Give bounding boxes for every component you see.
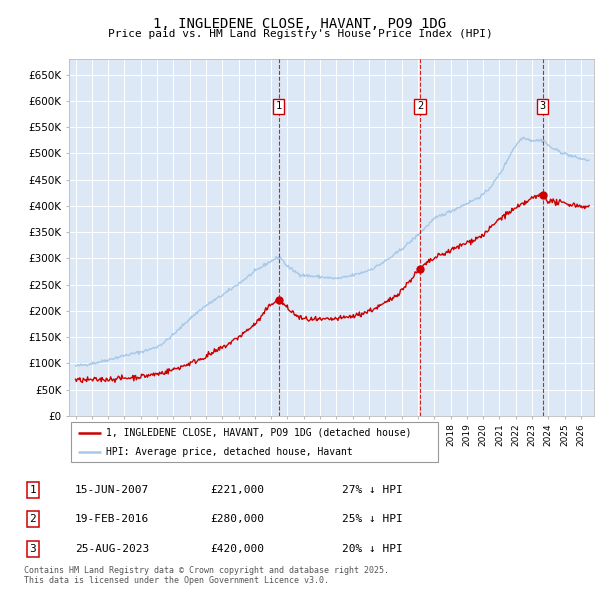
- Text: £280,000: £280,000: [210, 514, 264, 524]
- Text: 1: 1: [275, 101, 282, 112]
- Text: 1, INGLEDENE CLOSE, HAVANT, PO9 1DG (detached house): 1, INGLEDENE CLOSE, HAVANT, PO9 1DG (det…: [106, 428, 412, 438]
- Text: 15-JUN-2007: 15-JUN-2007: [75, 485, 149, 494]
- Text: £420,000: £420,000: [210, 544, 264, 553]
- Text: £221,000: £221,000: [210, 485, 264, 494]
- Text: 25-AUG-2023: 25-AUG-2023: [75, 544, 149, 553]
- Text: 3: 3: [29, 544, 37, 553]
- Text: 20% ↓ HPI: 20% ↓ HPI: [342, 544, 403, 553]
- Text: 27% ↓ HPI: 27% ↓ HPI: [342, 485, 403, 494]
- Text: Contains HM Land Registry data © Crown copyright and database right 2025.
This d: Contains HM Land Registry data © Crown c…: [24, 566, 389, 585]
- Text: 1, INGLEDENE CLOSE, HAVANT, PO9 1DG: 1, INGLEDENE CLOSE, HAVANT, PO9 1DG: [154, 17, 446, 31]
- Text: 19-FEB-2016: 19-FEB-2016: [75, 514, 149, 524]
- Text: 2: 2: [29, 514, 37, 524]
- Text: 2: 2: [417, 101, 423, 112]
- Text: HPI: Average price, detached house, Havant: HPI: Average price, detached house, Hava…: [106, 447, 353, 457]
- Text: 3: 3: [539, 101, 546, 112]
- Text: Price paid vs. HM Land Registry's House Price Index (HPI): Price paid vs. HM Land Registry's House …: [107, 29, 493, 39]
- Text: 25% ↓ HPI: 25% ↓ HPI: [342, 514, 403, 524]
- Text: 1: 1: [29, 485, 37, 494]
- FancyBboxPatch shape: [71, 422, 439, 462]
